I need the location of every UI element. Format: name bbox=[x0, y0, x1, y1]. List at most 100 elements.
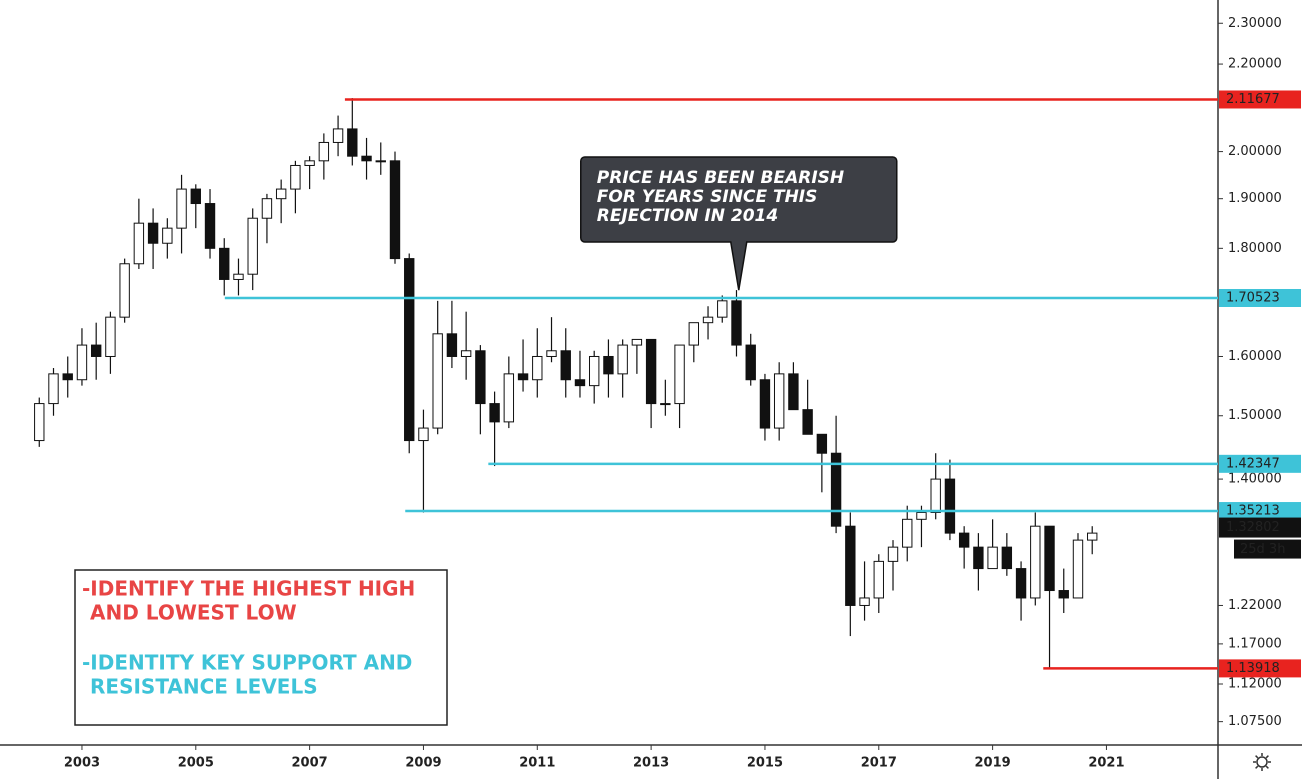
countdown-label: 25d 3h bbox=[1240, 542, 1285, 557]
candle-body bbox=[162, 227, 173, 244]
candle bbox=[389, 151, 401, 264]
candle bbox=[76, 328, 88, 386]
candle bbox=[261, 193, 273, 244]
current-price-label: 1.32802 bbox=[1226, 520, 1280, 535]
gear[interactable] bbox=[1256, 756, 1268, 768]
x-tick-label: 2021 bbox=[1088, 756, 1124, 771]
candle-body bbox=[318, 141, 330, 162]
callout bbox=[580, 156, 898, 291]
candle bbox=[759, 373, 771, 441]
candle-body bbox=[275, 188, 287, 200]
candle-body bbox=[261, 198, 273, 219]
gear-teeth[interactable] bbox=[1253, 753, 1271, 771]
candle-body bbox=[560, 350, 571, 381]
y-tick-label: 1.12000 bbox=[1228, 676, 1282, 691]
candle-body bbox=[674, 344, 685, 405]
candle-body bbox=[631, 338, 643, 346]
candle-body bbox=[446, 333, 458, 357]
candle bbox=[318, 133, 330, 180]
candle bbox=[204, 189, 216, 259]
candle-body bbox=[816, 433, 828, 454]
x-tick-label: 2015 bbox=[747, 756, 783, 771]
candle-body bbox=[503, 373, 515, 423]
level-label: 1.13918 bbox=[1226, 661, 1280, 676]
candle bbox=[688, 322, 700, 363]
candle-body bbox=[702, 316, 714, 324]
candle bbox=[1058, 568, 1069, 614]
candle bbox=[176, 174, 187, 254]
candle bbox=[517, 339, 529, 392]
candle bbox=[987, 519, 998, 570]
candle bbox=[34, 397, 45, 447]
candle-body bbox=[887, 546, 899, 562]
candle-body bbox=[1058, 590, 1069, 599]
level-label: 2.11677 bbox=[1226, 92, 1280, 107]
candle-body bbox=[190, 188, 201, 205]
candle-body bbox=[432, 333, 443, 429]
candle bbox=[219, 238, 230, 296]
candle-body bbox=[845, 525, 856, 606]
y-tick-label: 2.30000 bbox=[1228, 16, 1282, 31]
candle-body bbox=[688, 322, 700, 346]
candle bbox=[859, 561, 870, 621]
candle-body bbox=[347, 128, 358, 157]
candle bbox=[418, 409, 429, 513]
candle bbox=[916, 505, 927, 548]
candle bbox=[717, 295, 728, 323]
candle bbox=[304, 156, 315, 190]
candle-body bbox=[219, 247, 230, 280]
candle bbox=[90, 322, 102, 380]
level-label-bg bbox=[1219, 659, 1301, 678]
candle bbox=[404, 253, 415, 454]
x-tick-label: 2009 bbox=[405, 756, 441, 771]
candle bbox=[887, 540, 899, 591]
candle-body bbox=[973, 546, 984, 570]
candle-body bbox=[119, 263, 130, 318]
candle bbox=[332, 115, 344, 157]
candle bbox=[503, 356, 515, 429]
candle bbox=[190, 184, 201, 229]
candle bbox=[702, 306, 714, 340]
candle bbox=[62, 356, 73, 398]
candle bbox=[958, 526, 970, 569]
current-price-bg bbox=[1219, 517, 1301, 538]
candle bbox=[546, 317, 557, 363]
candle-body bbox=[859, 597, 870, 606]
candle bbox=[247, 208, 258, 291]
candle-body bbox=[802, 409, 813, 435]
candle bbox=[973, 533, 984, 591]
candle bbox=[589, 350, 600, 404]
y-tick-label: 1.40000 bbox=[1228, 472, 1282, 487]
candle-body bbox=[546, 350, 557, 357]
candle-body bbox=[247, 217, 258, 275]
candle bbox=[119, 258, 130, 323]
candle bbox=[432, 300, 443, 435]
candle-body bbox=[290, 164, 301, 190]
candle bbox=[1087, 526, 1098, 555]
candle bbox=[944, 459, 956, 541]
candle-body bbox=[34, 403, 45, 442]
candle-body bbox=[404, 258, 415, 442]
candle-body bbox=[147, 222, 159, 244]
candle-body bbox=[1001, 546, 1013, 570]
candle-body bbox=[930, 478, 941, 513]
level-label: 1.35213 bbox=[1226, 504, 1280, 519]
candle bbox=[233, 258, 244, 296]
candle bbox=[560, 328, 571, 398]
candle bbox=[162, 218, 173, 259]
y-tick-label: 1.22000 bbox=[1228, 598, 1282, 613]
y-tick-label: 1.50000 bbox=[1228, 408, 1282, 423]
candle-body bbox=[105, 316, 116, 357]
candle-body bbox=[944, 478, 956, 534]
candle-body bbox=[304, 160, 315, 166]
candle-body bbox=[361, 155, 372, 162]
settings-icon[interactable] bbox=[1253, 753, 1271, 771]
candle bbox=[674, 344, 685, 429]
candle-body bbox=[745, 344, 756, 381]
candle-body bbox=[418, 427, 429, 442]
candle-body bbox=[1087, 532, 1098, 541]
x-tick-label: 2013 bbox=[633, 756, 669, 771]
candle-body bbox=[958, 532, 970, 548]
candle-body bbox=[589, 355, 600, 387]
candle bbox=[617, 339, 628, 398]
